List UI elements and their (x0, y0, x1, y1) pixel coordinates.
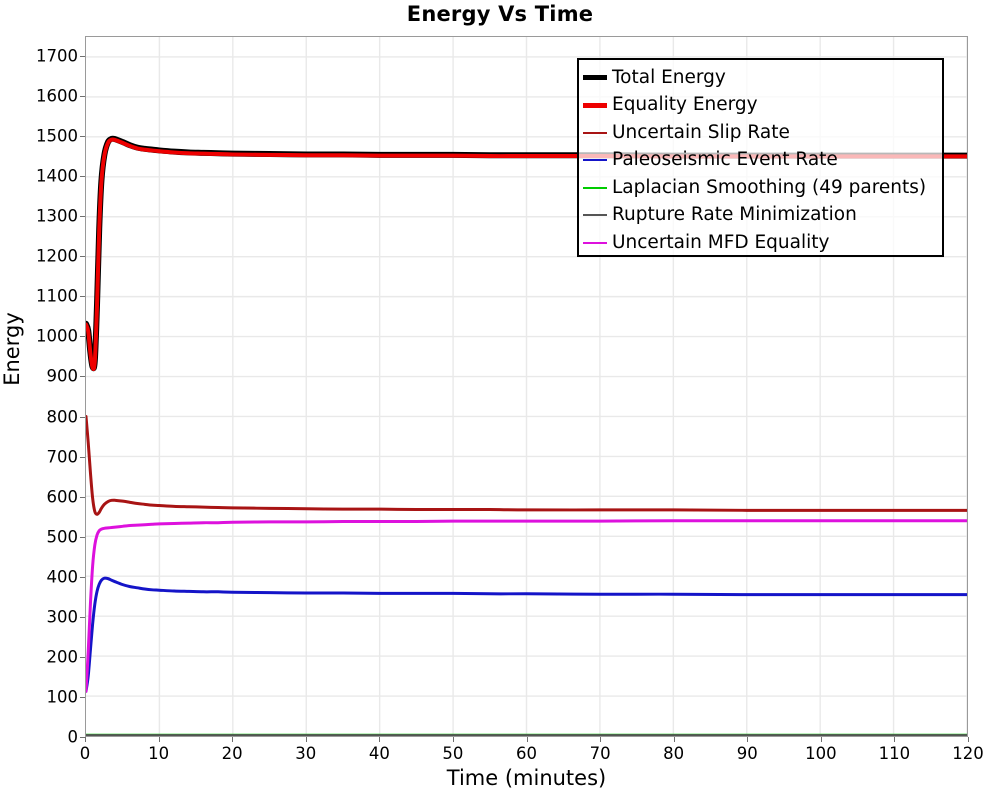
y-tick-mark (80, 136, 85, 138)
y-tick-mark (80, 336, 85, 338)
chart-title: Energy Vs Time (406, 2, 594, 26)
y-tick-label: 500 (46, 527, 79, 547)
x-tick-mark (85, 737, 86, 742)
x-axis-tick-labels: 0 10 20 30 40 50 60 70 80 90 100 110 120 (80, 738, 984, 768)
x-tick-label: 120 (952, 744, 984, 763)
x-axis-tick-marks (85, 737, 969, 743)
y-tick-mark (80, 176, 85, 178)
legend-color-swatch (583, 159, 607, 162)
y-tick-mark (80, 576, 85, 578)
y-tick-mark (80, 656, 85, 658)
y-tick-label: 700 (46, 447, 79, 467)
series-line (86, 414, 967, 516)
y-axis-tick-labels: 0 100 200 300 400 500 600 700 800 900 1000 1100 1200… (14, 36, 79, 747)
x-tick-mark (820, 737, 822, 742)
x-tick-label: 30 (295, 744, 317, 763)
x-tick-label: 100 (805, 744, 837, 763)
y-tick-label: 1700 (36, 46, 78, 66)
legend-item-label: Uncertain Slip Rate (612, 121, 790, 143)
y-tick-label: 1600 (36, 86, 78, 106)
series-line (86, 576, 967, 693)
legend-item-label: Paleoseismic Event Rate (612, 149, 838, 170)
y-tick-mark (80, 96, 85, 98)
y-tick-mark (80, 496, 85, 498)
y-tick-label: 800 (46, 407, 79, 427)
legend-item-label: Uncertain MFD Equality (612, 231, 830, 253)
y-tick-mark (80, 56, 85, 58)
series-line (86, 137, 967, 372)
y-tick-label: 400 (46, 567, 79, 587)
x-tick-mark (894, 737, 896, 742)
legend-color-swatch (583, 75, 607, 81)
x-tick-mark (452, 737, 454, 742)
y-tick-mark (80, 216, 85, 218)
legend-item-6[interactable]: Uncertain MFD Equality (579, 229, 942, 257)
x-tick-label: 80 (663, 744, 685, 763)
x-tick-mark (673, 737, 675, 742)
x-tick-label: 70 (589, 744, 611, 763)
x-tick-mark (158, 737, 160, 742)
y-axis-tick-marks (79, 36, 85, 738)
y-tick-label: 0 (67, 727, 79, 747)
x-tick-label: 50 (442, 744, 464, 763)
x-tick-mark (968, 737, 969, 742)
y-tick-label: 1100 (36, 286, 78, 306)
x-tick-label: 0 (79, 744, 91, 763)
y-tick-label: 300 (46, 607, 79, 627)
y-tick-label: 1000 (36, 326, 78, 346)
legend-color-swatch (583, 214, 607, 217)
y-tick-label: 600 (46, 487, 79, 507)
legend-color-swatch (583, 131, 607, 134)
legend-color-swatch (583, 102, 607, 108)
legend-item-4[interactable]: Laplacian Smoothing (49 parents) (579, 174, 942, 202)
y-tick-label: 1300 (36, 206, 78, 226)
legend-item-2[interactable]: Uncertain Slip Rate (579, 119, 942, 147)
y-tick-label: 1500 (36, 126, 78, 146)
legend-item-label: Laplacian Smoothing (49 parents) (612, 176, 927, 198)
y-tick-mark (80, 296, 85, 298)
y-tick-mark (80, 737, 85, 738)
x-axis-title: Time (minutes) (446, 766, 607, 790)
legend-color-swatch (583, 241, 607, 244)
x-tick-label: 60 (516, 744, 537, 763)
x-tick-mark (747, 737, 749, 742)
y-axis-title: Energy (0, 312, 24, 386)
y-tick-label: 200 (46, 647, 79, 667)
series-lines (86, 135, 967, 736)
y-tick-mark (80, 696, 85, 698)
x-tick-mark (232, 737, 234, 742)
x-tick-label: 110 (878, 744, 911, 763)
y-tick-label: 900 (46, 366, 79, 386)
legend-box: Total Energy Equality Energy Uncertain Sli… (577, 58, 944, 257)
legend-item-label: Total Energy (612, 66, 726, 88)
legend-item-label: Equality Energy (612, 94, 758, 115)
y-tick-mark (80, 536, 85, 538)
legend-item-label: Rupture Rate Minimization (612, 204, 857, 225)
x-tick-mark (379, 737, 381, 742)
y-tick-mark (80, 256, 85, 258)
y-tick-label: 1400 (36, 166, 78, 186)
y-tick-mark (80, 456, 85, 458)
legend-item-3[interactable]: Paleoseismic Event Rate (579, 147, 942, 175)
x-tick-mark (526, 737, 528, 742)
x-tick-label: 90 (736, 744, 758, 763)
legend-color-swatch (583, 186, 607, 189)
x-tick-label: 20 (221, 744, 243, 763)
x-tick-label: 10 (148, 744, 170, 763)
y-tick-mark (80, 376, 85, 378)
legend-item-1[interactable]: Equality Energy (579, 92, 942, 120)
x-tick-mark (305, 737, 307, 742)
y-tick-label: 100 (46, 687, 79, 707)
x-tick-label: 40 (368, 744, 390, 763)
series-line (86, 519, 967, 693)
y-tick-mark (80, 416, 85, 418)
legend-item-0[interactable]: Total Energy (579, 64, 942, 92)
y-tick-mark (80, 616, 85, 618)
legend-item-5[interactable]: Rupture Rate Minimization (579, 202, 942, 230)
x-tick-mark (600, 737, 602, 742)
y-tick-label: 1200 (36, 246, 78, 266)
